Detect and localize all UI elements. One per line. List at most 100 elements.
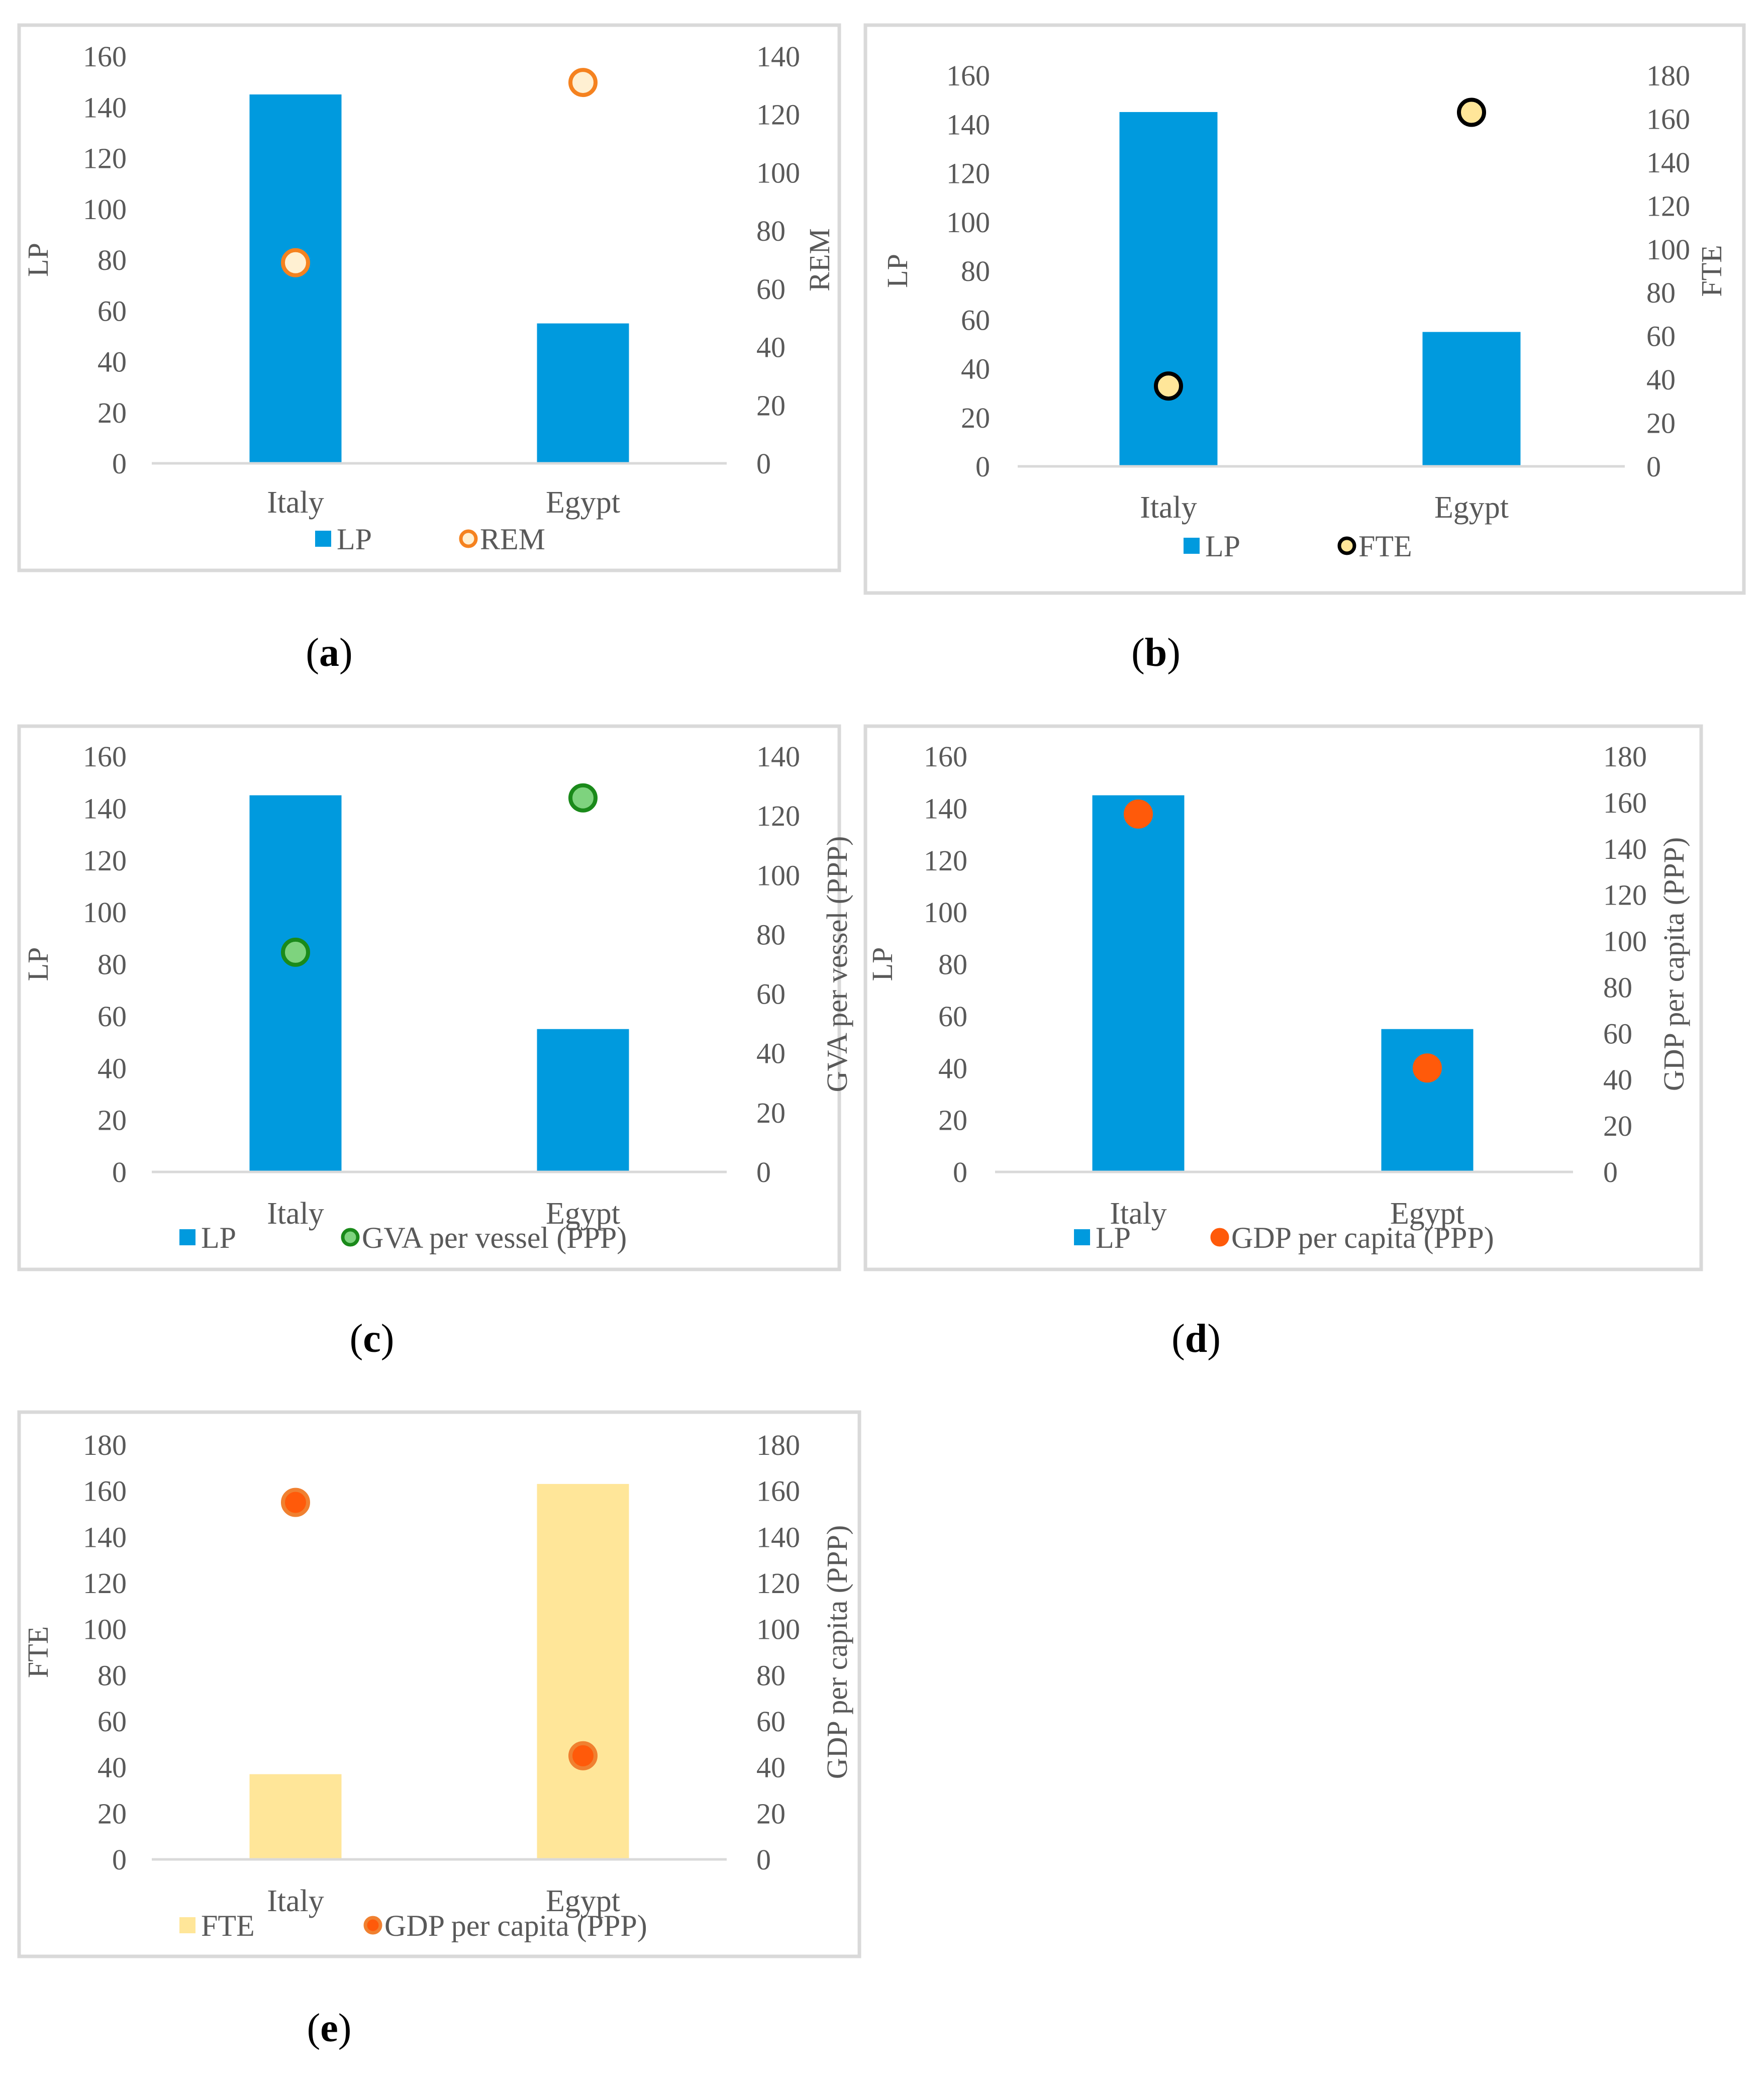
y-tick-label: 20 — [97, 397, 127, 429]
chart-panel-e: 0 20 40 60 80 100 120 140 160 180 0 20 40 60 80 100 120 1… — [17, 1410, 861, 1958]
panel-label-open: ( — [350, 1317, 363, 1361]
y2-tick-label: 180 — [1603, 740, 1647, 773]
y-tick-label: 140 — [83, 792, 127, 825]
legend-label-marker: GDP per capita (PPP) — [384, 1909, 647, 1942]
legend-label-bar: LP — [201, 1221, 236, 1254]
y-axis-title: LP — [866, 947, 899, 981]
panel-label-open: ( — [1171, 1317, 1185, 1361]
y-tick-label: 120 — [83, 1567, 127, 1600]
y2-tick-label: 0 — [756, 1843, 771, 1876]
y2-tick-label: 120 — [756, 800, 800, 832]
y-tick-label: 60 — [97, 294, 127, 327]
y-tick-label: 60 — [97, 1000, 127, 1033]
y2-tick-label: 80 — [1646, 276, 1676, 309]
y-tick-label: 100 — [83, 1613, 127, 1646]
legend-swatch-marker — [459, 529, 478, 548]
y-tick-label: 140 — [83, 1521, 127, 1553]
y-tick-label: 60 — [938, 1000, 967, 1033]
legend-label-bar: LP — [1096, 1221, 1131, 1254]
y-tick-label: 80 — [97, 948, 127, 981]
bar-lp-egypt — [1422, 332, 1521, 466]
panel-label-letter: b — [1145, 631, 1167, 675]
y2-tick-label: 100 — [1646, 233, 1690, 266]
y2-tick-label: 20 — [756, 1797, 786, 1830]
panel-label: (b) — [1131, 631, 1181, 675]
bar-lp-egypt — [1381, 1029, 1474, 1172]
x-category-label: Egypt — [1434, 490, 1509, 525]
panel-label-letter: d — [1185, 1317, 1208, 1361]
legend-swatch-marker — [1210, 1228, 1229, 1247]
marker-point-italy — [1154, 371, 1183, 401]
legend-label-marker: FTE — [1358, 530, 1412, 563]
chart-border — [17, 1410, 861, 1958]
chart-border — [863, 23, 1746, 595]
x-category-label: Italy — [267, 1197, 324, 1231]
y-axis-title: FTE — [22, 1626, 54, 1678]
chart-panel-c: 0 20 40 60 80 100 120 140 160 0 20 40 60 80 100 120 140 L… — [17, 724, 853, 1271]
y2-tick-label: 140 — [1603, 833, 1647, 865]
y2-tick-label: 60 — [1646, 320, 1676, 353]
y-tick-label: 160 — [83, 40, 127, 73]
panel-label-close: ) — [338, 2006, 352, 2050]
legend-label-bar: LP — [337, 523, 372, 556]
y2-tick-label: 160 — [756, 1475, 800, 1508]
y-tick-label: 160 — [924, 740, 967, 773]
chart-panel-a: 0 20 40 60 80 100 120 140 160 0 20 40 60 80 100 120 140 L… — [17, 23, 841, 572]
y2-tick-label: 0 — [756, 447, 771, 480]
y-tick-label: 100 — [83, 896, 127, 929]
y2-tick-label: 40 — [1646, 363, 1676, 396]
y2-tick-label: 100 — [756, 859, 800, 892]
y2-tick-label: 60 — [756, 1705, 786, 1738]
y-tick-label: 120 — [83, 142, 127, 175]
y-tick-label: 0 — [953, 1156, 967, 1189]
x-category-label: Italy — [267, 485, 324, 520]
bar-lp-italy — [249, 94, 342, 463]
y2-tick-label: 60 — [756, 978, 786, 1011]
panel-label: (a) — [306, 631, 352, 675]
y2-tick-label: 160 — [1603, 786, 1647, 819]
marker-point-italy — [281, 1488, 310, 1517]
chart-panel-d: 0 20 40 60 80 100 120 140 160 0 20 40 60 80 100 120 140 1… — [863, 724, 1703, 1271]
y2-tick-label: 180 — [1646, 59, 1690, 92]
legend-label-marker: GDP per capita (PPP) — [1231, 1221, 1494, 1254]
legend-swatch-bar — [179, 1917, 195, 1933]
y-tick-label: 160 — [83, 1475, 127, 1508]
y2-tick-label: 60 — [1603, 1017, 1632, 1050]
y-tick-label: 140 — [946, 108, 990, 141]
chart-border — [863, 724, 1703, 1271]
y2-tick-label: 0 — [756, 1156, 771, 1189]
y-tick-label: 40 — [97, 1052, 127, 1084]
panel-label: (e) — [307, 2006, 352, 2050]
marker-point-italy — [281, 937, 310, 967]
y-tick-label: 0 — [112, 1156, 127, 1189]
y-tick-label: 40 — [961, 353, 990, 385]
bar-lp-egypt — [537, 1029, 629, 1172]
y2-tick-label: 80 — [756, 1659, 786, 1692]
bar-fte-egypt — [537, 1483, 629, 1859]
marker-point-egypt — [568, 68, 598, 97]
panel-label: (d) — [1171, 1317, 1221, 1361]
y2-tick-label: 100 — [1603, 925, 1647, 958]
y2-tick-label: 140 — [756, 1521, 800, 1553]
y2-tick-label: 140 — [1646, 146, 1690, 179]
x-category-label: Italy — [1140, 490, 1197, 525]
bar-lp-italy — [1119, 112, 1218, 466]
y2-tick-label: 0 — [1646, 450, 1661, 483]
panel-label-open: ( — [306, 631, 319, 675]
marker-point-egypt — [568, 783, 598, 813]
marker-point-italy — [281, 248, 310, 277]
panel-label-letter: e — [320, 2006, 338, 2050]
y-tick-label: 120 — [924, 844, 967, 877]
marker-point-egypt — [1457, 97, 1486, 127]
y-tick-label: 80 — [97, 244, 127, 276]
legend-label-bar: LP — [1205, 530, 1240, 563]
y-tick-label: 80 — [961, 255, 990, 287]
marker-point-italy — [1124, 799, 1153, 829]
y2-tick-label: 40 — [1603, 1063, 1632, 1096]
y2-tick-label: 140 — [756, 40, 800, 73]
y-tick-label: 140 — [924, 792, 967, 825]
y2-tick-label: 20 — [1646, 407, 1676, 440]
y2-tick-label: 80 — [756, 215, 786, 247]
y2-tick-label: 120 — [756, 98, 800, 131]
x-category-label: Italy — [267, 1884, 324, 1918]
